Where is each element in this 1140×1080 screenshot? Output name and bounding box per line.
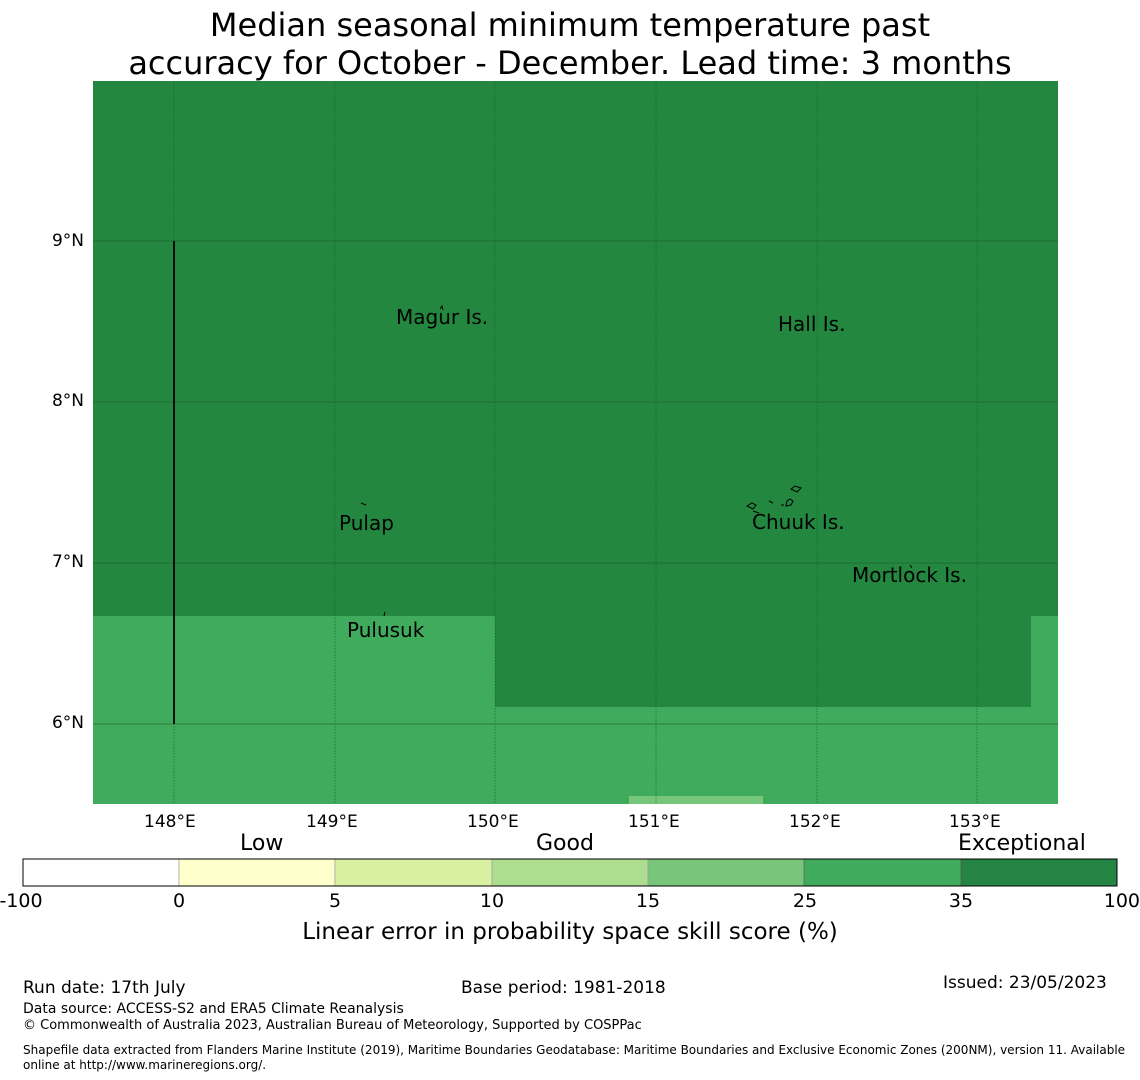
lon-tick-149E: 149°E <box>306 812 358 832</box>
colorbar-tick-0: 0 <box>172 890 186 912</box>
colorbar <box>22 858 1118 887</box>
shapefile-credit-1: Shapefile data extracted from Flanders M… <box>23 1043 1126 1057</box>
good-region-south <box>495 707 1058 804</box>
colorbar-bin-neg100-0 <box>22 858 180 887</box>
label-magur-island: Magur Is. <box>396 305 489 329</box>
colorbar-tick-25: 25 <box>792 890 818 912</box>
island-outlines <box>360 304 913 617</box>
label-pulap: Pulap <box>339 511 394 535</box>
colorbar-category-exceptional: Exceptional <box>958 831 1086 856</box>
pulap-island <box>360 502 367 506</box>
good-region-west <box>93 616 495 804</box>
lon-tick-153E: 153°E <box>949 812 1001 832</box>
lat-gridlines <box>93 240 1058 725</box>
title-line-1: Median seasonal minimum temperature past <box>209 6 931 44</box>
shapefile-credit-2: online at http://www.marineregions.org/. <box>23 1058 267 1072</box>
good-region-east <box>1031 616 1058 804</box>
lon-tick-150E: 150°E <box>467 812 519 832</box>
colorbar-tick-5: 5 <box>328 890 342 912</box>
title-line-2: accuracy for October - December. Lead ti… <box>128 44 1012 82</box>
run-date: Run date: 17th July <box>23 978 186 998</box>
lon-tick-148E: 148°E <box>144 812 196 832</box>
gridlines <box>173 81 978 804</box>
magur-island <box>439 304 444 311</box>
label-chuuk-island: Chuuk Is. <box>752 510 845 534</box>
label-hall-island: Hall Is. <box>778 312 846 336</box>
colorbar-tick-10: 10 <box>479 890 505 912</box>
colorbar-label: Linear error in probability space skill … <box>302 919 838 945</box>
colorbar-tick-35: 35 <box>948 890 974 912</box>
mortlock-island <box>909 564 913 569</box>
label-pulusuk: Pulusuk <box>347 618 425 642</box>
colorbar-bin-10-15 <box>491 858 649 887</box>
copyright: © Commonwealth of Australia 2023, Austra… <box>23 1018 642 1033</box>
colorbar-tick-15: 15 <box>635 890 661 912</box>
lat-tick-8N: 8°N <box>51 391 84 411</box>
issued-date: Issued: 23/05/2023 <box>943 973 1107 993</box>
colorbar-bin-15-25 <box>647 858 805 887</box>
colorbar-bin-0-5 <box>178 858 336 887</box>
colorbar-bin-35-100 <box>960 858 1118 887</box>
colorbar-bin-25-35 <box>803 858 962 887</box>
chuuk-atoll <box>745 485 802 514</box>
colorbar-category-low: Low <box>240 831 284 856</box>
map-canvas <box>93 81 1058 804</box>
skill-map: Magur Is. Hall Is. Pulap Chuuk Is. Mortl… <box>93 81 1058 804</box>
lon-tick-152E: 152°E <box>789 812 841 832</box>
lat-tick-9N: 9°N <box>51 231 84 251</box>
base-period: Base period: 1981-2018 <box>461 978 666 998</box>
colorbar-tick-neg100: -100 <box>0 890 43 912</box>
colorbar-bin-5-10 <box>334 858 493 887</box>
data-source: Data source: ACCESS-S2 and ERA5 Climate … <box>23 1001 404 1017</box>
label-mortlock-island: Mortlock Is. <box>852 563 967 587</box>
colorbar-category-good: Good <box>536 831 594 856</box>
lat-tick-7N: 7°N <box>51 552 84 572</box>
lat-tick-6N: 6°N <box>51 713 84 733</box>
good-region-patch <box>629 796 763 804</box>
colorbar-tick-100: 100 <box>1103 890 1140 912</box>
pulusuk-island <box>383 611 386 617</box>
lon-tick-151E: 151°E <box>628 812 680 832</box>
